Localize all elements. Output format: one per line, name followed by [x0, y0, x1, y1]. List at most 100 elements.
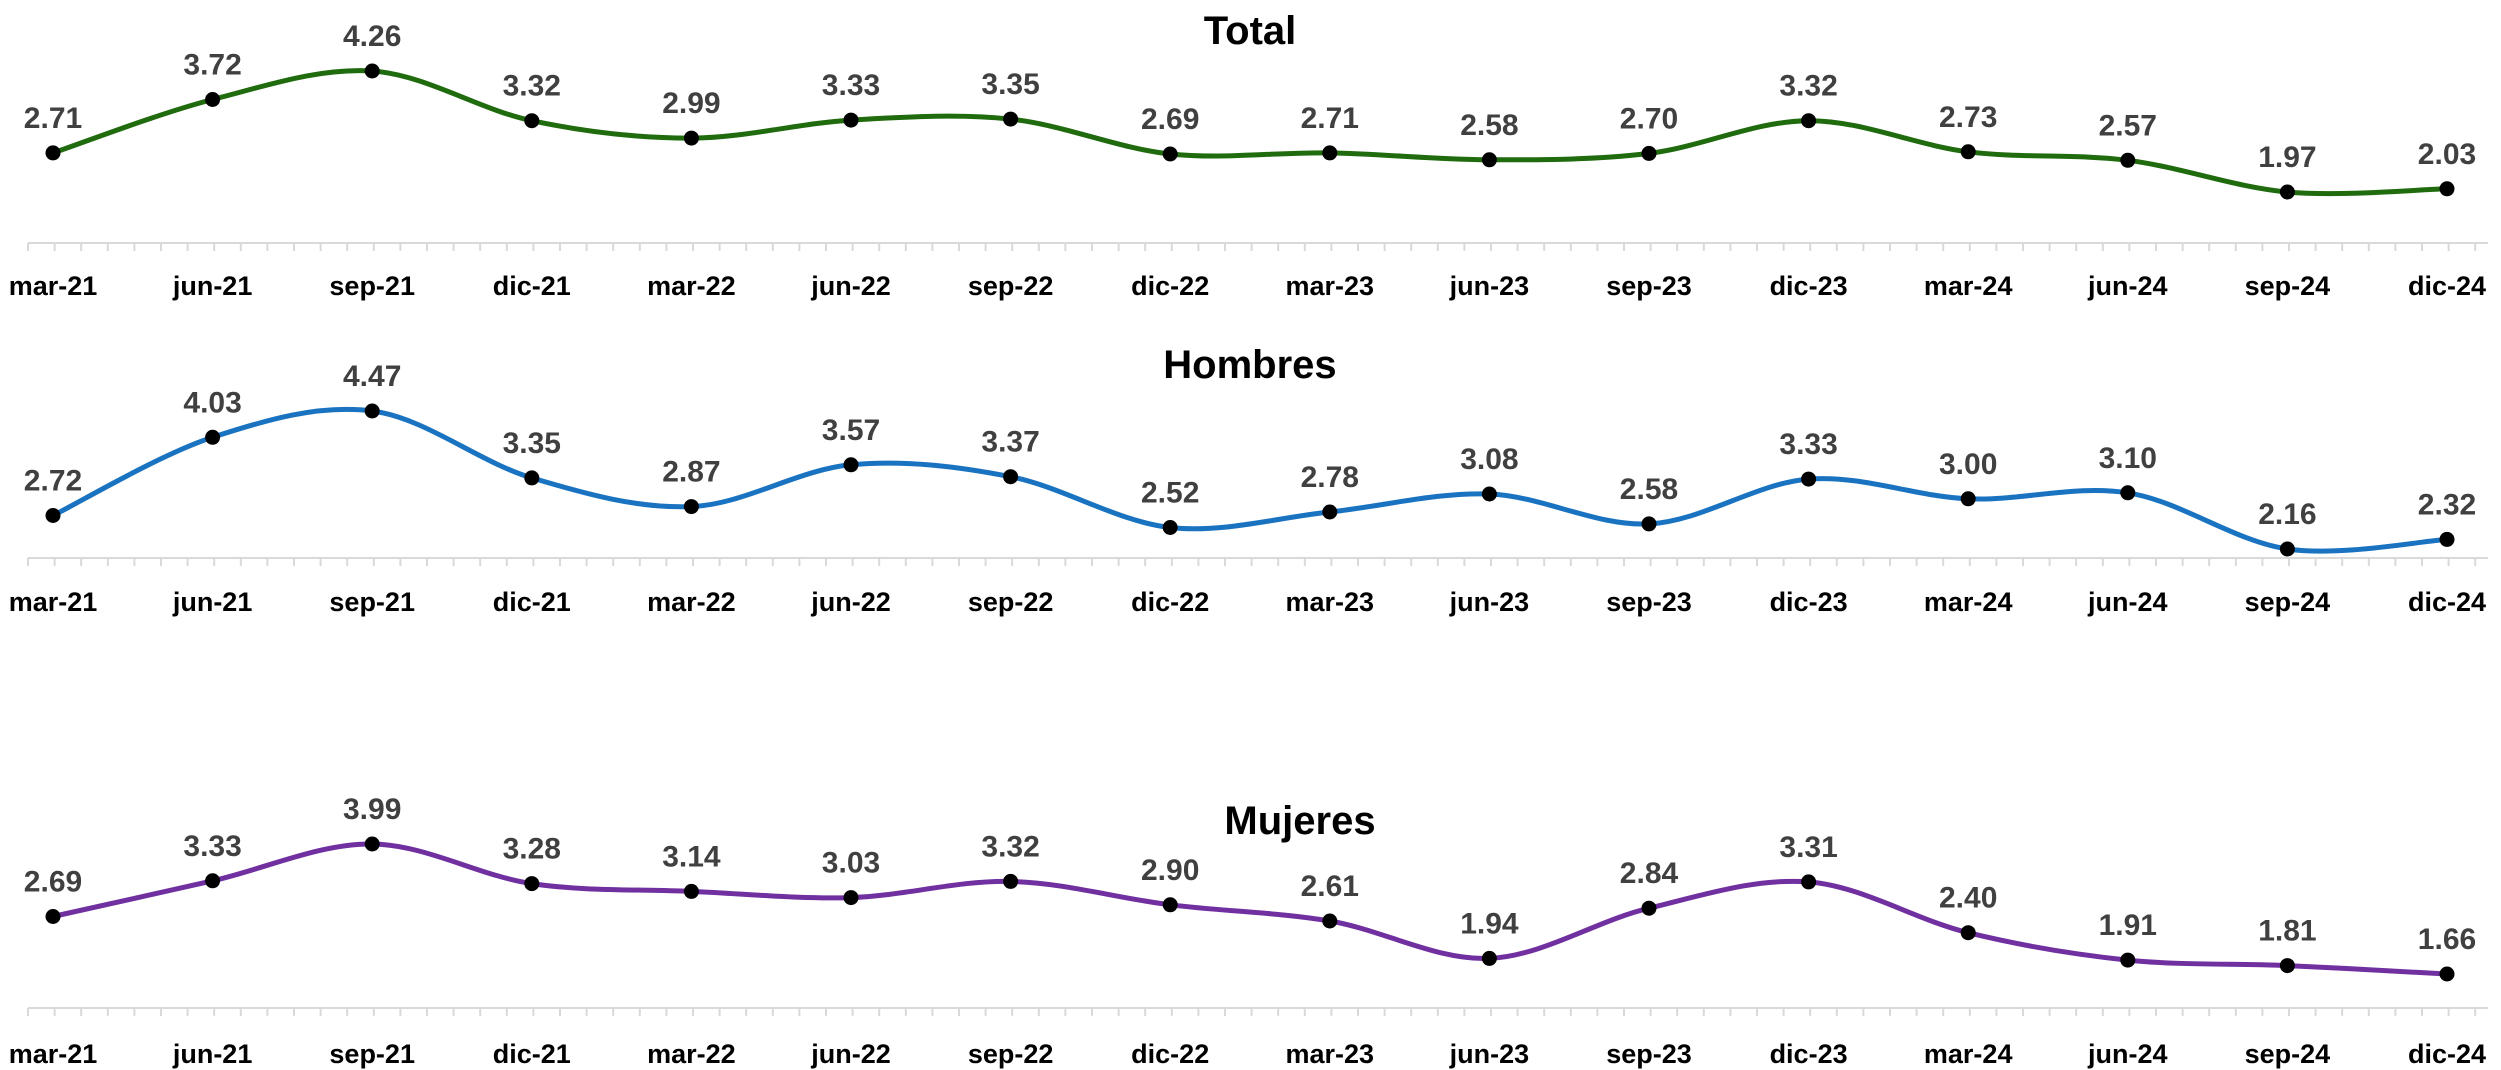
data-point-mujeres-sep-24[interactable]: [2279, 958, 2295, 974]
data-point-mujeres-mar-21[interactable]: [45, 909, 61, 924]
data-point-mujeres-jun-23[interactable]: [1481, 950, 1497, 966]
data-point-mujeres-jun-21[interactable]: [205, 873, 221, 889]
data-point-hombres-sep-24[interactable]: [2279, 541, 2295, 557]
data-point-hombres-dic-23[interactable]: [1801, 471, 1817, 487]
x-tick-label-sep-23: sep-23: [1606, 1039, 1692, 1069]
data-point-mujeres-jun-22[interactable]: [843, 890, 859, 906]
x-tick-label-jun-21: jun-21: [172, 271, 253, 301]
data-point-mujeres-sep-22[interactable]: [1003, 873, 1019, 889]
data-point-hombres-sep-23[interactable]: [1641, 516, 1657, 532]
data-point-total-sep-24[interactable]: [2279, 184, 2295, 200]
x-tick-label-mar-22: mar-22: [647, 271, 736, 301]
data-point-total-dic-22[interactable]: [1162, 146, 1178, 162]
data-label-total-sep-23: 2.70: [1620, 102, 1678, 135]
data-point-hombres-mar-24[interactable]: [1960, 491, 1976, 507]
x-tick-label-mar-23: mar-23: [1286, 587, 1375, 617]
data-label-hombres-dic-22: 2.52: [1141, 477, 1199, 510]
data-point-total-dic-23[interactable]: [1801, 113, 1817, 129]
x-tick-label-dic-21: dic-21: [493, 271, 571, 301]
data-point-mujeres-sep-23[interactable]: [1641, 900, 1657, 916]
data-point-hombres-dic-24[interactable]: [2439, 531, 2455, 547]
x-tick-label-jun-24: jun-24: [2087, 1039, 2168, 1069]
x-tick-label-mar-24: mar-24: [1924, 271, 2013, 301]
data-point-hombres-dic-22[interactable]: [1162, 520, 1178, 535]
x-tick-label-dic-24: dic-24: [2408, 587, 2486, 617]
x-tick-label-jun-24: jun-24: [2087, 271, 2168, 301]
data-label-mujeres-sep-23: 2.84: [1620, 857, 1679, 890]
data-point-mujeres-dic-21[interactable]: [524, 876, 540, 892]
data-label-hombres-sep-21: 4.47: [343, 360, 401, 393]
data-point-total-jun-24[interactable]: [2120, 152, 2136, 168]
data-point-total-sep-21[interactable]: [364, 63, 380, 79]
data-label-hombres-sep-24: 2.16: [2258, 498, 2316, 531]
data-label-total-sep-22: 3.35: [981, 68, 1039, 101]
data-label-total-dic-22: 2.69: [1141, 103, 1199, 136]
data-label-hombres-mar-23: 2.78: [1301, 461, 1359, 494]
x-tick-label-mar-21: mar-21: [9, 1039, 98, 1069]
data-label-total-dic-24: 2.03: [2418, 138, 2476, 171]
data-point-mujeres-jun-24[interactable]: [2120, 952, 2136, 968]
series-line-hombres: [50, 406, 2450, 554]
data-point-hombres-jun-21[interactable]: [205, 429, 221, 445]
data-point-hombres-jun-22[interactable]: [843, 457, 859, 473]
x-tick-label-jun-23: jun-23: [1449, 271, 1530, 301]
data-point-total-jun-22[interactable]: [843, 112, 859, 128]
data-point-hombres-mar-22[interactable]: [683, 499, 699, 515]
data-point-total-sep-23[interactable]: [1641, 145, 1657, 161]
data-point-mujeres-mar-24[interactable]: [1960, 925, 1976, 941]
x-tick-label-mar-23: mar-23: [1286, 271, 1375, 301]
data-point-total-mar-23[interactable]: [1322, 145, 1338, 161]
x-tick-label-mar-22: mar-22: [647, 1039, 736, 1069]
data-label-hombres-sep-22: 3.37: [981, 426, 1039, 459]
data-label-mujeres-mar-23: 2.61: [1301, 870, 1359, 903]
data-label-total-sep-21: 4.26: [343, 20, 401, 53]
x-tick-label-sep-22: sep-22: [968, 1039, 1054, 1069]
x-tick-label-jun-23: jun-23: [1449, 1039, 1530, 1069]
x-tick-label-dic-22: dic-22: [1131, 271, 1209, 301]
data-label-total-sep-24: 1.97: [2258, 141, 2316, 174]
x-tick-label-jun-22: jun-22: [810, 1039, 891, 1069]
x-tick-label-sep-21: sep-21: [329, 271, 415, 301]
x-tick-label-sep-24: sep-24: [2245, 587, 2331, 617]
data-point-mujeres-mar-23[interactable]: [1322, 913, 1338, 929]
data-point-total-mar-22[interactable]: [683, 130, 699, 146]
x-tick-label-mar-24: mar-24: [1924, 587, 2013, 617]
data-point-total-dic-24[interactable]: [2439, 181, 2455, 197]
series-line-mujeres: [50, 841, 2450, 977]
data-label-hombres-mar-24: 3.00: [1939, 448, 1997, 481]
data-point-mujeres-dic-23[interactable]: [1801, 874, 1817, 890]
x-tick-label-dic-24: dic-24: [2408, 1039, 2486, 1069]
x-tick-label-sep-24: sep-24: [2245, 271, 2331, 301]
data-point-mujeres-sep-21[interactable]: [364, 836, 380, 852]
data-point-mujeres-dic-22[interactable]: [1162, 897, 1178, 913]
x-tick-label-mar-21: mar-21: [9, 271, 98, 301]
data-point-total-jun-21[interactable]: [205, 92, 221, 107]
data-point-total-sep-22[interactable]: [1003, 111, 1019, 127]
data-point-hombres-sep-21[interactable]: [364, 403, 380, 419]
panel-hombres: Hombres mar-21 jun-21 sep-21 dic-21 mar-22 ju…: [9, 343, 2488, 617]
data-label-mujeres-sep-22: 3.32: [981, 830, 1039, 863]
x-tick-label-dic-21: dic-21: [493, 587, 571, 617]
data-label-hombres-dic-24: 2.32: [2418, 488, 2476, 521]
data-point-hombres-mar-23[interactable]: [1322, 504, 1338, 520]
x-tick-label-jun-23: jun-23: [1449, 587, 1530, 617]
data-point-total-dic-21[interactable]: [524, 113, 540, 129]
data-point-mujeres-dic-24[interactable]: [2439, 966, 2455, 982]
data-point-mujeres-mar-22[interactable]: [683, 883, 699, 899]
data-point-total-jun-23[interactable]: [1481, 152, 1497, 168]
data-point-hombres-sep-22[interactable]: [1003, 469, 1019, 485]
data-point-hombres-mar-21[interactable]: [45, 508, 61, 523]
data-label-hombres-jun-23: 3.08: [1460, 443, 1518, 476]
data-point-total-mar-24[interactable]: [1960, 144, 1976, 160]
data-label-hombres-sep-23: 2.58: [1620, 473, 1678, 506]
panel-total: Total mar-21 jun-21 sep-21 dic-21 mar-22 jun-…: [9, 9, 2488, 301]
x-tick-label-sep-23: sep-23: [1606, 271, 1692, 301]
data-label-mujeres-mar-24: 2.40: [1939, 882, 1997, 915]
data-point-hombres-jun-24[interactable]: [2120, 485, 2136, 501]
data-label-total-mar-22: 2.99: [662, 87, 720, 120]
data-point-hombres-jun-23[interactable]: [1481, 486, 1497, 502]
data-label-mujeres-jun-24: 1.91: [2099, 909, 2157, 942]
data-label-mujeres-dic-23: 3.31: [1779, 831, 1837, 864]
data-point-hombres-dic-21[interactable]: [524, 470, 540, 486]
data-point-total-mar-21[interactable]: [45, 145, 61, 161]
